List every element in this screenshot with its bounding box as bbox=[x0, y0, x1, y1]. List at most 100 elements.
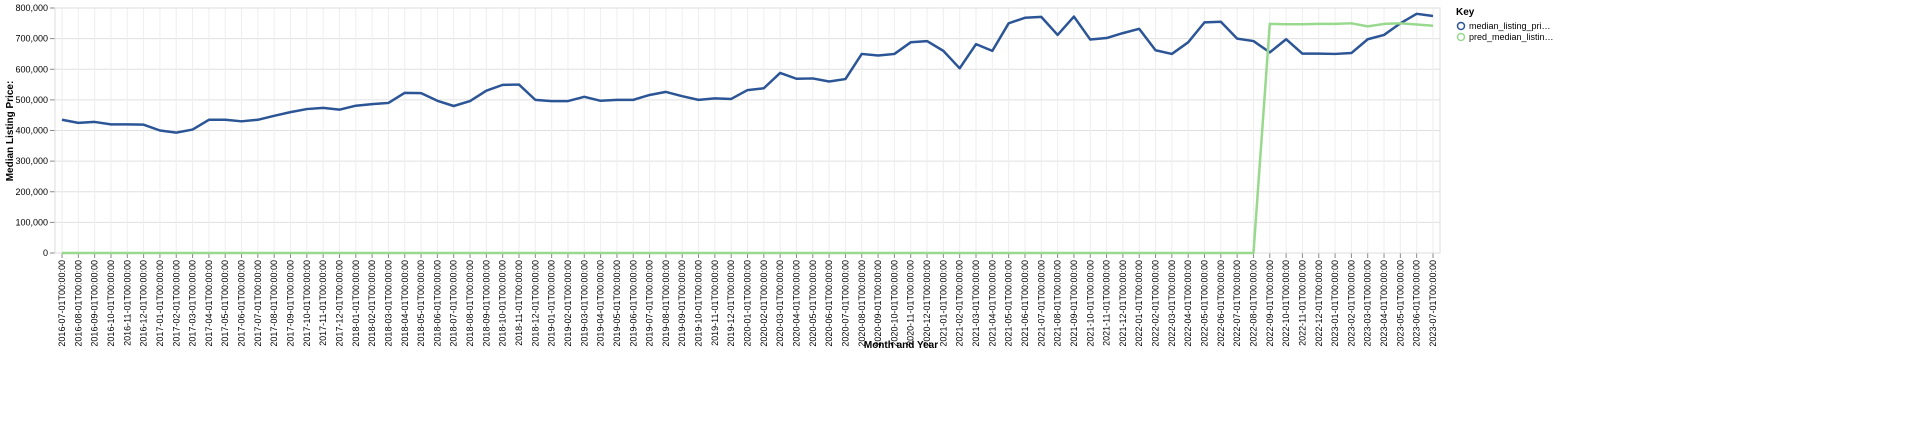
y-tick-label: 500,000 bbox=[15, 95, 48, 105]
x-tick-label: 2017-08-01T00:00:00 bbox=[269, 260, 279, 347]
x-tick-label: 2019-12-01T00:00:00 bbox=[726, 260, 736, 347]
x-tick-label: 2019-08-01T00:00:00 bbox=[661, 260, 671, 347]
x-tick-label: 2023-02-01T00:00:00 bbox=[1346, 260, 1356, 347]
x-tick-label: 2017-09-01T00:00:00 bbox=[286, 260, 296, 347]
x-tick-label: 2021-07-01T00:00:00 bbox=[1036, 260, 1046, 347]
x-tick-label: 2017-04-01T00:00:00 bbox=[204, 260, 214, 347]
x-tick-label: 2020-03-01T00:00:00 bbox=[775, 260, 785, 347]
x-tick-label: 2022-08-01T00:00:00 bbox=[1248, 260, 1258, 347]
x-tick-label: 2021-06-01T00:00:00 bbox=[1020, 260, 1030, 347]
x-tick-label: 2017-10-01T00:00:00 bbox=[302, 260, 312, 347]
x-tick-label: 2017-12-01T00:00:00 bbox=[334, 260, 344, 347]
series-line bbox=[62, 22, 1434, 255]
x-tick-label: 2020-02-01T00:00:00 bbox=[759, 260, 769, 347]
x-tick-label: 2019-11-01T00:00:00 bbox=[710, 260, 720, 346]
x-tick-label: 2016-12-01T00:00:00 bbox=[139, 260, 149, 347]
x-tick-label: 2021-11-01T00:00:00 bbox=[1102, 260, 1112, 346]
x-tick-label: 2020-04-01T00:00:00 bbox=[791, 260, 801, 347]
x-tick-label: 2022-01-01T00:00:00 bbox=[1134, 260, 1144, 347]
x-tick-label: 2017-03-01T00:00:00 bbox=[188, 260, 198, 347]
x-tick-label: 2017-07-01T00:00:00 bbox=[253, 260, 263, 347]
x-tick-label: 2020-06-01T00:00:00 bbox=[824, 260, 834, 347]
x-tick-label: 2016-10-01T00:00:00 bbox=[106, 260, 116, 347]
x-tick-label: 2023-06-01T00:00:00 bbox=[1412, 260, 1422, 347]
x-tick-label: 2018-06-01T00:00:00 bbox=[432, 260, 442, 347]
x-tick-label: 2020-11-01T00:00:00 bbox=[906, 260, 916, 346]
x-tick-label: 2022-07-01T00:00:00 bbox=[1232, 260, 1242, 347]
x-tick-label: 2018-10-01T00:00:00 bbox=[498, 260, 508, 347]
x-tick-label: 2018-04-01T00:00:00 bbox=[400, 260, 410, 347]
x-tick-label: 2019-05-01T00:00:00 bbox=[612, 260, 622, 347]
x-tick-label: 2017-02-01T00:00:00 bbox=[171, 260, 181, 347]
y-tick-label: 400,000 bbox=[15, 126, 48, 136]
x-tick-label: 2018-08-01T00:00:00 bbox=[465, 260, 475, 347]
series-line bbox=[61, 12, 1434, 134]
x-tick-label: 2017-01-01T00:00:00 bbox=[155, 260, 165, 347]
x-tick-label: 2018-12-01T00:00:00 bbox=[530, 260, 540, 347]
x-tick-label: 2021-05-01T00:00:00 bbox=[1004, 260, 1014, 347]
x-tick-label: 2020-10-01T00:00:00 bbox=[889, 260, 899, 347]
y-tick-label: 300,000 bbox=[15, 156, 48, 166]
x-tick-label: 2017-05-01T00:00:00 bbox=[220, 260, 230, 347]
x-tick-label: 2016-11-01T00:00:00 bbox=[122, 260, 132, 346]
y-tick-label: 800,000 bbox=[15, 3, 48, 13]
legend-label: pred_median_listin… bbox=[1469, 32, 1554, 42]
x-tick-label: 2021-02-01T00:00:00 bbox=[955, 260, 965, 347]
x-tick-label: 2017-06-01T00:00:00 bbox=[237, 260, 247, 347]
y-tick-label: 200,000 bbox=[15, 187, 48, 197]
x-tick-label: 2020-12-01T00:00:00 bbox=[922, 260, 932, 347]
x-tick-label: 2016-08-01T00:00:00 bbox=[73, 260, 83, 347]
x-tick-label: 2021-09-01T00:00:00 bbox=[1069, 260, 1079, 347]
x-tick-label: 2021-01-01T00:00:00 bbox=[938, 260, 948, 347]
x-tick-label: 2019-01-01T00:00:00 bbox=[547, 260, 557, 347]
x-tick-label: 2021-12-01T00:00:00 bbox=[1118, 260, 1128, 347]
x-tick-label: 2018-03-01T00:00:00 bbox=[383, 260, 393, 347]
x-tick-label: 2019-10-01T00:00:00 bbox=[694, 260, 704, 347]
x-tick-label: 2020-08-01T00:00:00 bbox=[857, 260, 867, 347]
legend-swatch bbox=[1456, 21, 1466, 31]
y-tick-label: 100,000 bbox=[15, 217, 48, 227]
x-tick-label: 2019-09-01T00:00:00 bbox=[677, 260, 687, 347]
x-tick-label: 2023-07-01T00:00:00 bbox=[1428, 260, 1438, 347]
x-tick-label: 2022-11-01T00:00:00 bbox=[1297, 260, 1307, 346]
x-tick-label: 2020-07-01T00:00:00 bbox=[840, 260, 850, 347]
x-tick-label: 2022-02-01T00:00:00 bbox=[1151, 260, 1161, 347]
x-tick-label: 2021-10-01T00:00:00 bbox=[1085, 260, 1095, 347]
x-tick-label: 2023-01-01T00:00:00 bbox=[1330, 260, 1340, 347]
x-tick-label: 2019-02-01T00:00:00 bbox=[563, 260, 573, 347]
x-tick-label: 2022-12-01T00:00:00 bbox=[1314, 260, 1324, 347]
x-tick-label: 2023-05-01T00:00:00 bbox=[1395, 260, 1405, 347]
y-tick-label: 0 bbox=[43, 248, 48, 258]
x-tick-label: 2018-05-01T00:00:00 bbox=[416, 260, 426, 347]
x-tick-label: 2018-11-01T00:00:00 bbox=[514, 260, 524, 346]
x-tick-label: 2019-04-01T00:00:00 bbox=[596, 260, 606, 347]
x-tick-label: 2018-09-01T00:00:00 bbox=[481, 260, 491, 347]
y-axis-title: Median Listing Price: bbox=[5, 81, 16, 182]
y-tick-label: 700,000 bbox=[15, 34, 48, 44]
x-tick-label: 2022-10-01T00:00:00 bbox=[1281, 260, 1291, 347]
x-tick-label: 2018-02-01T00:00:00 bbox=[367, 260, 377, 347]
y-tick-label: 600,000 bbox=[15, 64, 48, 74]
x-tick-label: 2017-11-01T00:00:00 bbox=[318, 260, 328, 346]
x-tick-label: 2019-06-01T00:00:00 bbox=[628, 260, 638, 347]
x-axis-title: Month and Year bbox=[864, 340, 938, 351]
x-tick-label: 2021-08-01T00:00:00 bbox=[1053, 260, 1063, 347]
x-tick-label: 2018-01-01T00:00:00 bbox=[351, 260, 361, 347]
x-tick-label: 2021-03-01T00:00:00 bbox=[971, 260, 981, 347]
x-tick-label: 2022-04-01T00:00:00 bbox=[1183, 260, 1193, 347]
legend-title: Key bbox=[1456, 7, 1475, 18]
x-tick-label: 2020-09-01T00:00:00 bbox=[873, 260, 883, 347]
x-tick-label: 2022-03-01T00:00:00 bbox=[1167, 260, 1177, 347]
x-tick-label: 2016-07-01T00:00:00 bbox=[57, 260, 67, 347]
legend-swatch bbox=[1456, 32, 1466, 42]
x-tick-label: 2022-05-01T00:00:00 bbox=[1200, 260, 1210, 347]
x-tick-label: 2020-05-01T00:00:00 bbox=[808, 260, 818, 347]
x-tick-label: 2019-07-01T00:00:00 bbox=[645, 260, 655, 347]
x-tick-label: 2019-03-01T00:00:00 bbox=[579, 260, 589, 347]
x-tick-label: 2020-01-01T00:00:00 bbox=[743, 260, 753, 347]
legend-label: median_listing_pri… bbox=[1469, 21, 1551, 31]
x-tick-label: 2022-06-01T00:00:00 bbox=[1216, 260, 1226, 347]
x-tick-label: 2016-09-01T00:00:00 bbox=[90, 260, 100, 347]
x-tick-label: 2022-09-01T00:00:00 bbox=[1265, 260, 1275, 347]
